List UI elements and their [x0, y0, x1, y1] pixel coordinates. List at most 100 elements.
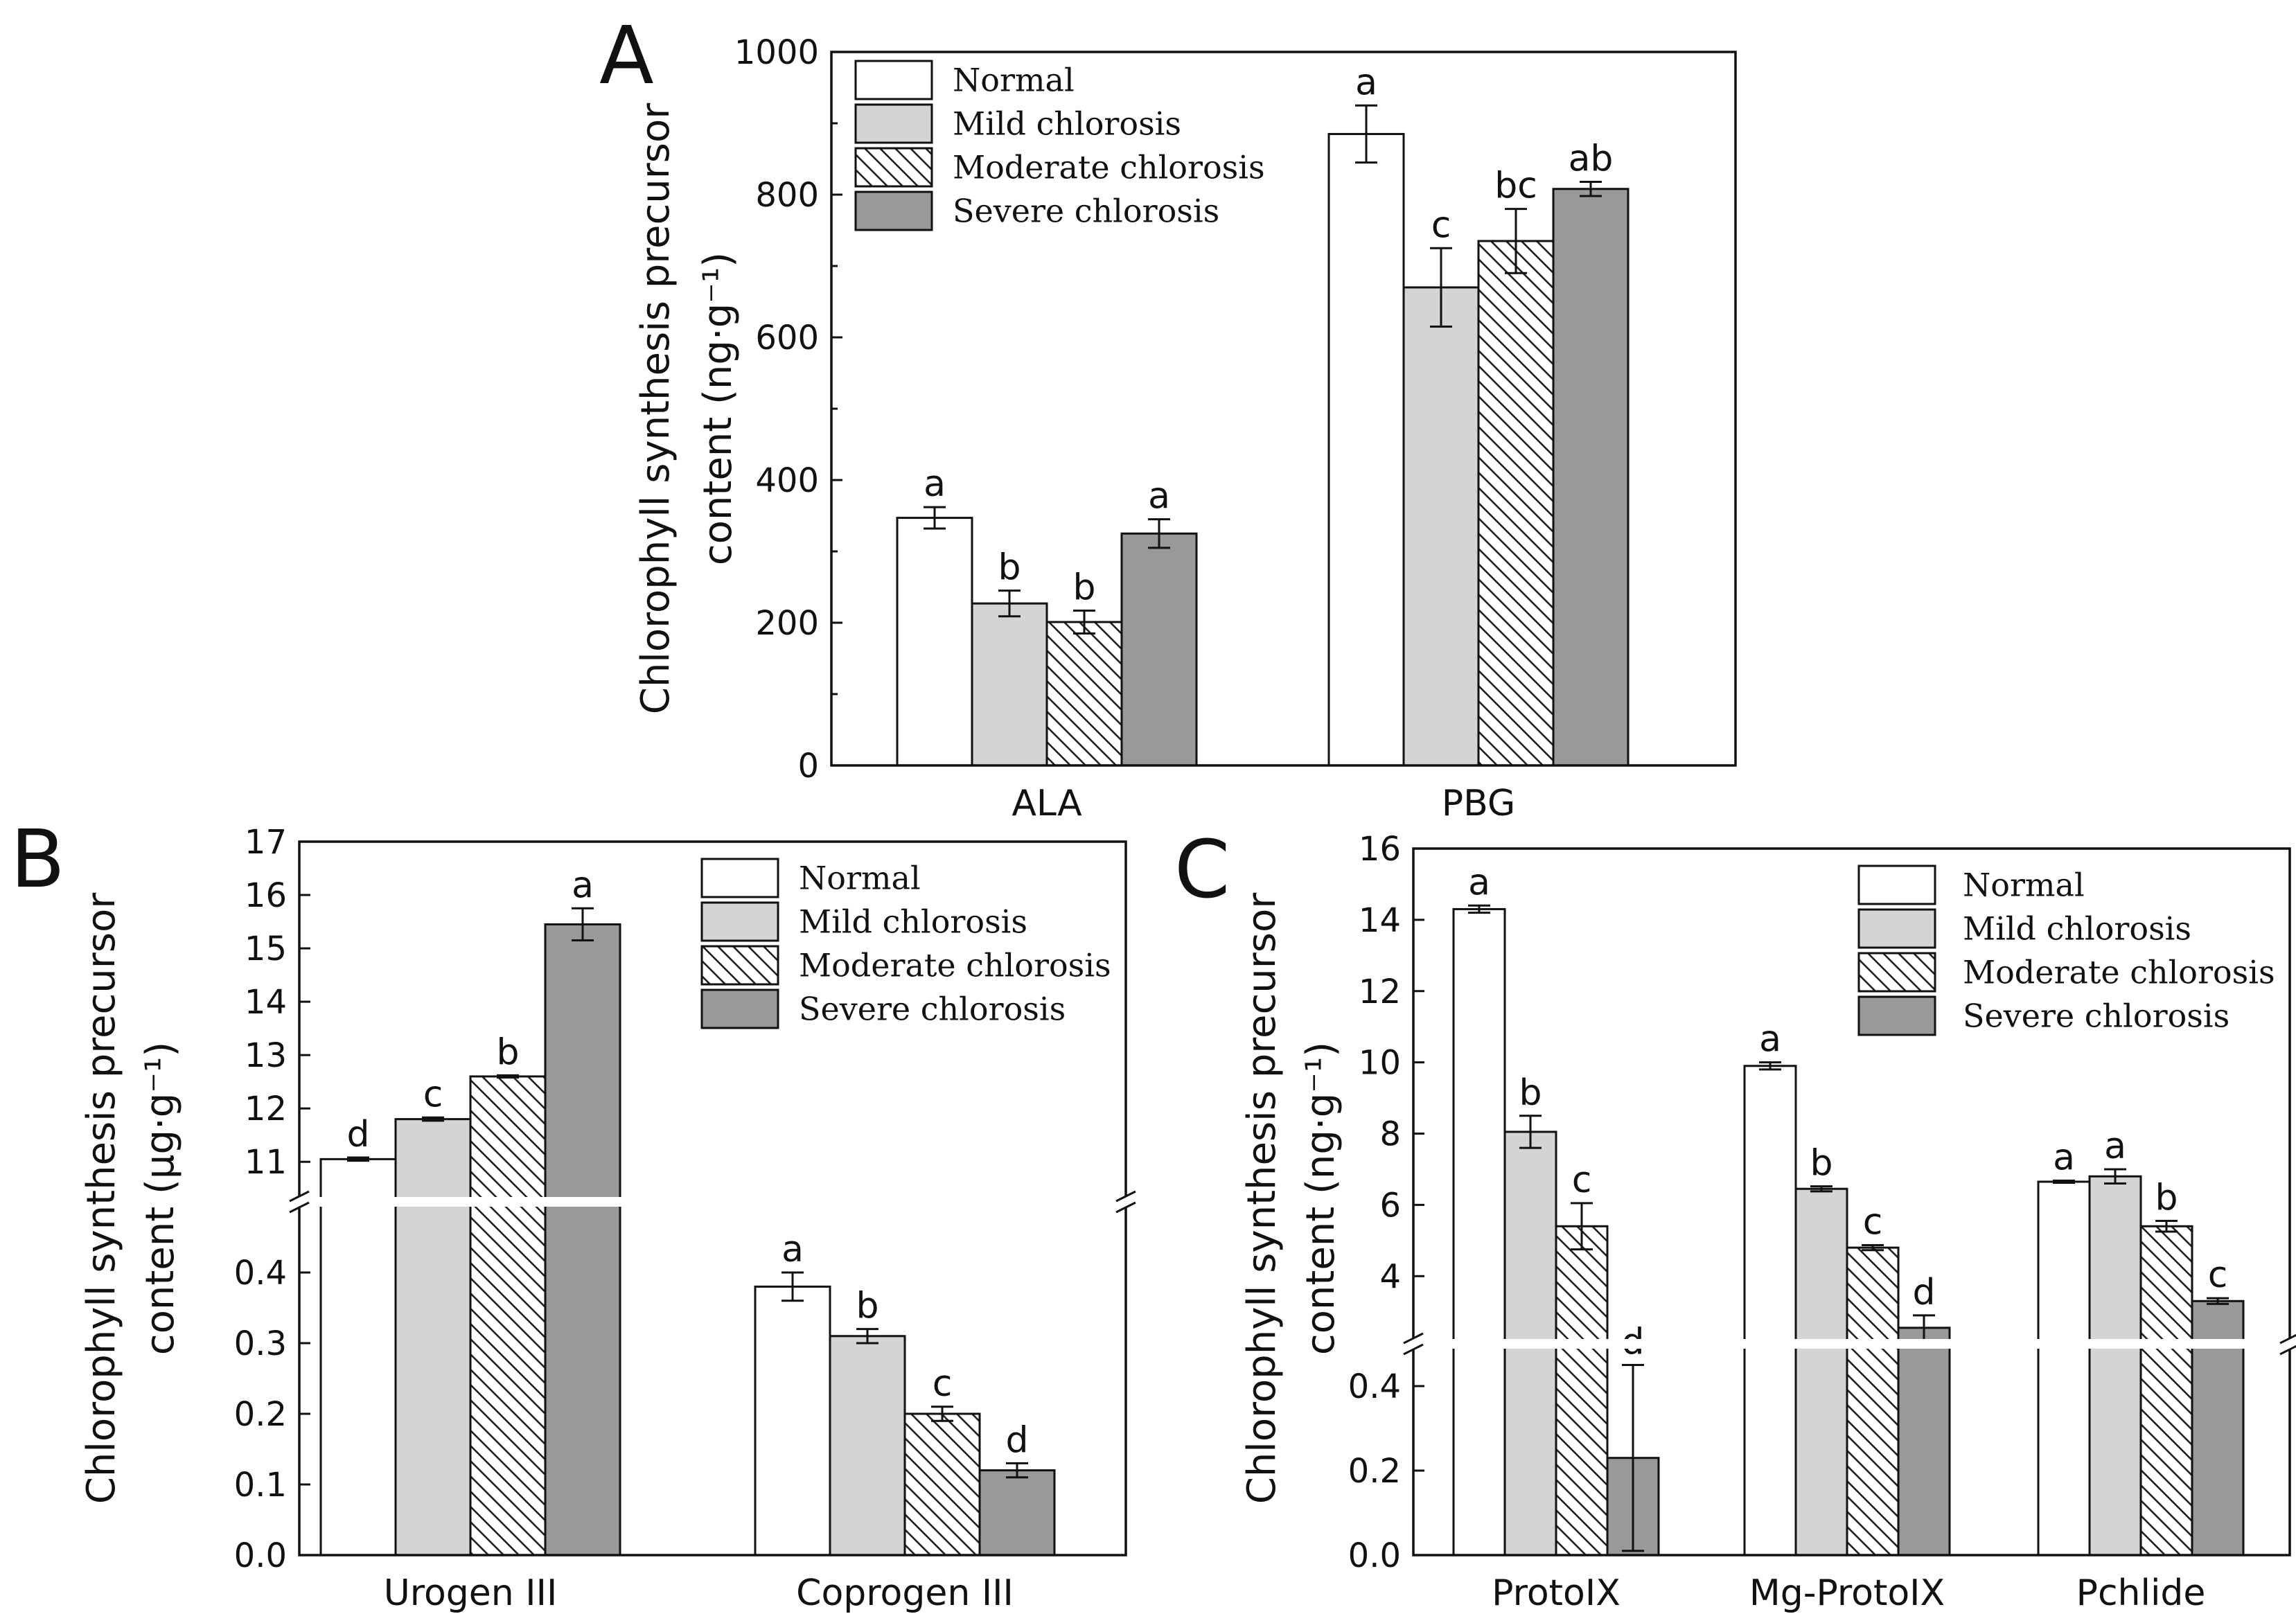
- legend-label-1: Normal: [1963, 867, 2085, 904]
- x-category-label: ALA: [1012, 783, 1082, 824]
- axis-break-mark: [1403, 1343, 1424, 1356]
- significance-label: b: [1810, 1143, 1833, 1185]
- legend-label-2: Mild chlorosis: [799, 903, 1027, 941]
- significance-label: c: [1572, 1160, 1592, 1201]
- y-tick-label: 4: [1379, 1257, 1401, 1296]
- legend-label-1: Normal: [953, 62, 1075, 99]
- significance-label: a: [572, 864, 594, 906]
- y-tick-label: 0.2: [234, 1395, 287, 1434]
- x-category-label: Coprogen III: [796, 1572, 1014, 1614]
- legend-label-2: Mild chlorosis: [1963, 910, 2191, 948]
- y-tick-label: 16: [245, 876, 287, 915]
- legend-label-4: Severe chlorosis: [953, 193, 1219, 230]
- bar-urogen-iii-4: [544, 923, 621, 1557]
- y-tick-label: 0.0: [1348, 1536, 1401, 1575]
- y-tick-label: 14: [245, 983, 287, 1022]
- y-axis-title-line-1: Chlorophyll synthesis precursor: [633, 103, 678, 715]
- significance-label: d: [1005, 1419, 1028, 1461]
- legend-label-4: Severe chlorosis: [799, 991, 1066, 1028]
- y-tick-label: 12: [245, 1090, 287, 1128]
- axis-break-mark: [2279, 1333, 2296, 1345]
- bar-coprogen-iii-2: [829, 1335, 906, 1557]
- axis-break-mark: [2279, 1345, 2296, 1356]
- significance-label: b: [496, 1031, 519, 1073]
- y-tick-label: 6: [1379, 1186, 1401, 1225]
- axis-break-mark: [1115, 1201, 1136, 1214]
- y-tick-label: 0.3: [234, 1324, 287, 1363]
- legend-swatch-4: [1857, 995, 1936, 1036]
- y-tick-label: 11: [245, 1143, 287, 1182]
- bar-ala-3: [1045, 621, 1123, 767]
- bar-protoix-3: [1555, 1225, 1609, 1557]
- legend-label-2: Mild chlorosis: [953, 105, 1181, 143]
- significance-label: d: [346, 1114, 369, 1155]
- bar-mg-protoix-2: [1794, 1187, 1848, 1557]
- legend-swatch-3: [1857, 952, 1936, 993]
- y-tick-label: 0.4: [234, 1254, 287, 1293]
- bar-mg-protoix-3: [1846, 1246, 1900, 1557]
- bar-mg-protoix-1: [1743, 1065, 1797, 1557]
- bar-ala-1: [896, 517, 973, 767]
- y-tick-label: 0.1: [234, 1466, 287, 1505]
- y-tick-label: 10: [1359, 1044, 1401, 1083]
- x-category-label: Urogen III: [384, 1572, 558, 1614]
- bar-coprogen-iii-3: [903, 1412, 981, 1557]
- legend-swatch-1: [700, 858, 779, 898]
- y-tick-label: 400: [755, 461, 819, 500]
- bar-ala-4: [1120, 532, 1198, 767]
- y-tick-label: 16: [1359, 830, 1401, 869]
- legend-label-3: Moderate chlorosis: [953, 149, 1265, 186]
- y-axis-title-line-2: content (μg·g⁻¹): [138, 1042, 183, 1355]
- bar-pchlide-3: [2139, 1225, 2193, 1557]
- panel-letter: C: [1174, 824, 1230, 916]
- y-tick-label: 17: [245, 823, 287, 862]
- bar-coprogen-iii-4: [978, 1469, 1056, 1557]
- bar-pbg-3: [1477, 240, 1555, 767]
- significance-label: bc: [1494, 166, 1537, 207]
- y-tick-label: 0.2: [1348, 1452, 1401, 1491]
- panel-a-chart: ab baALAacbcabPBG02004006008001000NormalM…: [599, 10, 1737, 824]
- significance-label: ab: [1569, 138, 1614, 179]
- legend-swatch-1: [854, 60, 933, 100]
- significance-label: b: [998, 547, 1021, 589]
- legend-swatch-2: [1857, 908, 1936, 949]
- panel-letter: B: [10, 813, 65, 906]
- axis-break-gap: [279, 1197, 1147, 1207]
- bar-pbg-2: [1402, 286, 1480, 767]
- bar-urogen-iii-1: [319, 1158, 397, 1557]
- legend-swatch-2: [700, 901, 779, 942]
- y-tick-label: 14: [1359, 901, 1401, 940]
- y-tick-label: 0.0: [234, 1536, 287, 1575]
- significance-label: a: [2053, 1137, 2075, 1178]
- y-axis-title-line-1: Chlorophyll synthesis precursor: [1239, 892, 1284, 1505]
- legend-swatch-1: [1857, 864, 1936, 905]
- bar-pchlide-1: [2037, 1180, 2091, 1557]
- significance-label: b: [1519, 1072, 1542, 1114]
- bar-urogen-iii-3: [469, 1075, 547, 1557]
- significance-label: a: [781, 1229, 804, 1270]
- y-tick-label: 8: [1379, 1115, 1401, 1154]
- significance-label: c: [423, 1074, 443, 1115]
- significance-label: b: [856, 1286, 878, 1327]
- y-tick-label: 12: [1359, 973, 1401, 1011]
- axis-break-gap: [1393, 1339, 2296, 1349]
- significance-label: c: [2208, 1254, 2228, 1296]
- x-category-label: Mg-ProtoIX: [1749, 1572, 1945, 1614]
- bar-pbg-4: [1552, 188, 1630, 767]
- y-tick-label: 0.4: [1348, 1367, 1401, 1406]
- y-axis-title-line-2: content (ng·g⁻¹): [696, 252, 741, 565]
- significance-label: d: [1912, 1272, 1935, 1313]
- legend-swatch-4: [700, 988, 779, 1029]
- panel-letter: A: [599, 10, 654, 103]
- axis-break-mark: [289, 1201, 310, 1214]
- significance-label: c: [1431, 204, 1451, 246]
- significance-label: a: [1148, 476, 1170, 517]
- plot-frame: [1412, 847, 2291, 1557]
- legend-label-1: Normal: [799, 860, 921, 897]
- axis-break-mark: [1115, 1190, 1136, 1203]
- bar-protoix-1: [1452, 907, 1506, 1557]
- y-tick-label: 0: [797, 747, 819, 786]
- y-tick-label: 1000: [734, 33, 819, 72]
- significance-label: c: [933, 1363, 953, 1405]
- significance-label: b: [2155, 1178, 2178, 1219]
